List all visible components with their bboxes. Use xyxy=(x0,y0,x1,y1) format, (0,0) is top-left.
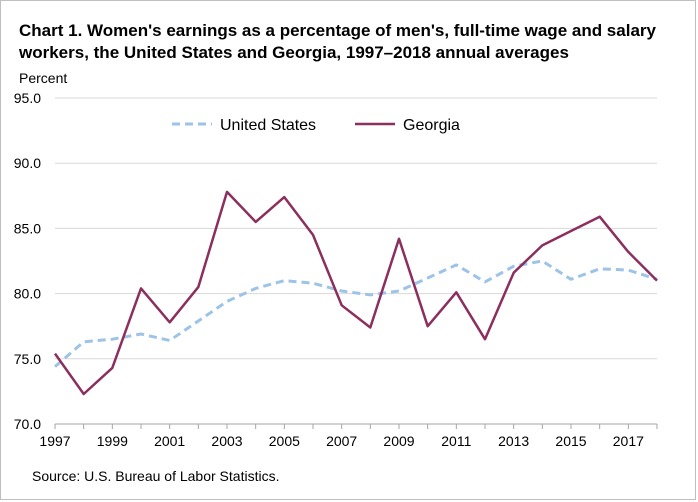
y-tick-label: 75.0 xyxy=(14,351,41,367)
x-tick-label: 1997 xyxy=(39,433,70,449)
legend: United States Georgia xyxy=(172,117,460,134)
x-tick-label: 2007 xyxy=(326,433,357,449)
x-tick-label: 2013 xyxy=(498,433,529,449)
y-tick-label: 85.0 xyxy=(14,220,41,236)
series-line-united-states xyxy=(54,259,658,368)
gridlines xyxy=(55,97,657,360)
x-tick-label: 2011 xyxy=(441,433,471,449)
y-tick-label: 70.0 xyxy=(14,416,41,432)
x-tick-label: 2017 xyxy=(613,433,644,449)
x-tick-label: 2009 xyxy=(383,433,414,449)
x-tick-label: 1999 xyxy=(97,433,128,449)
axes xyxy=(54,423,658,429)
x-tick-label: 2005 xyxy=(269,433,300,449)
x-tick-labels: 1997 1999 2001 2003 2005 2007 2009 2011 2013 2015… xyxy=(39,433,644,449)
y-tick-label: 90.0 xyxy=(14,155,41,171)
x-tick-label: 2003 xyxy=(211,433,242,449)
x-tick-label: 2015 xyxy=(555,433,586,449)
source-note: Source: U.S. Bureau of Labor Statistics. xyxy=(32,468,280,484)
y-axis-label: Percent xyxy=(19,70,68,86)
y-tick-label: 80.0 xyxy=(14,286,41,302)
legend-label: United States xyxy=(220,117,316,134)
legend-label: Georgia xyxy=(403,117,460,134)
x-tick-label: 2001 xyxy=(154,433,185,449)
series-lines xyxy=(53,190,658,396)
series-line-georgia xyxy=(53,190,658,396)
y-tick-label: 95.0 xyxy=(14,90,41,106)
y-tick-labels: 70.0 75.0 80.0 85.0 90.0 95.0 xyxy=(14,90,41,432)
chart-title: Chart 1. Women's earnings as a percentag… xyxy=(19,21,656,62)
